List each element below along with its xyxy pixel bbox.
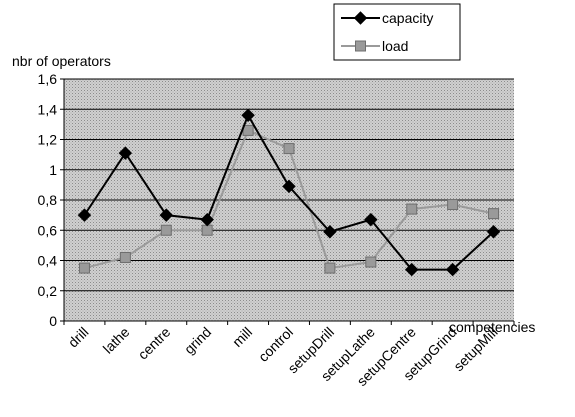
y-tick-label: 1: [49, 162, 57, 178]
y-tick-label: 0,6: [38, 222, 58, 238]
legend-item-capacity: capacity: [341, 10, 433, 26]
legend-marker-load: [355, 40, 366, 52]
data-point-capacity: [118, 146, 133, 160]
data-point-capacity: [282, 179, 296, 194]
x-tick-label: grind: [181, 324, 214, 357]
x-tick-label: lathe: [100, 324, 133, 357]
series-layer: [77, 108, 501, 277]
y-tick-label: 1,2: [38, 132, 58, 148]
x-tick-label: centre: [135, 324, 174, 363]
data-point-load: [283, 143, 295, 155]
y-axis-label: nbr of operators: [12, 53, 111, 69]
legend: capacity load: [333, 3, 461, 61]
data-point-load: [78, 262, 90, 274]
y-tick-labels: 0 0,2 0,4 0,6 0,8 1 1,2 1,4 1,6: [38, 71, 58, 329]
legend-item-load: load: [341, 38, 408, 54]
data-point-load: [406, 203, 418, 215]
y-tick-label: 1,4: [38, 101, 58, 117]
legend-marker-capacity: [353, 11, 368, 25]
x-axis-label: competencies: [449, 319, 535, 335]
y-tick-label: 0: [49, 313, 57, 329]
data-point-capacity: [77, 208, 92, 222]
data-point-capacity: [364, 212, 378, 227]
data-point-load: [119, 251, 131, 263]
data-point-capacity: [241, 108, 255, 123]
x-tick-labels: drill lathe centre grind mill controlsetupDri…: [65, 324, 501, 389]
data-point-capacity: [159, 208, 173, 222]
legend-label: load: [382, 38, 408, 54]
data-point-capacity: [405, 262, 419, 277]
data-point-load: [324, 262, 336, 274]
data-point-capacity: [200, 212, 214, 227]
data-point-load: [447, 199, 459, 211]
x-tick-label: mill: [229, 324, 255, 350]
y-tick-label: 1,6: [38, 71, 58, 87]
data-point-capacity: [445, 262, 460, 277]
x-tick-marks: [63, 321, 515, 325]
y-tick-label: 0,8: [38, 192, 58, 208]
data-point-capacity: [486, 225, 501, 239]
y-tick-label: 0,2: [38, 283, 58, 299]
y-tick-label: 0,4: [38, 253, 58, 269]
series-capacity: [77, 108, 501, 277]
x-tick-label: drill: [65, 324, 92, 351]
legend-label: capacity: [382, 10, 433, 26]
data-point-load: [160, 224, 172, 236]
data-point-load: [201, 224, 213, 236]
gridlines: [60, 78, 514, 322]
data-point-load: [365, 256, 377, 268]
data-point-load: [488, 208, 500, 220]
data-point-capacity: [323, 225, 337, 239]
